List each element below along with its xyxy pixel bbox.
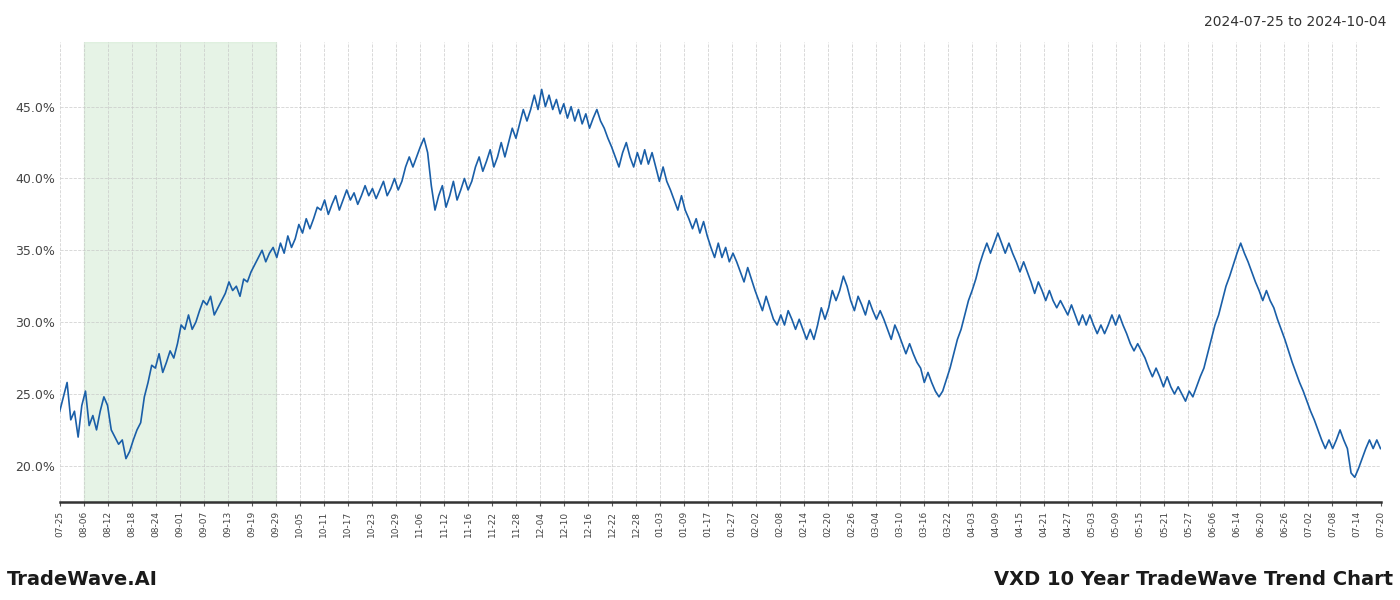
Text: VXD 10 Year TradeWave Trend Chart: VXD 10 Year TradeWave Trend Chart: [994, 570, 1393, 589]
Text: 2024-07-25 to 2024-10-04: 2024-07-25 to 2024-10-04: [1204, 15, 1386, 29]
Text: TradeWave.AI: TradeWave.AI: [7, 570, 158, 589]
Bar: [84, 42, 276, 502]
